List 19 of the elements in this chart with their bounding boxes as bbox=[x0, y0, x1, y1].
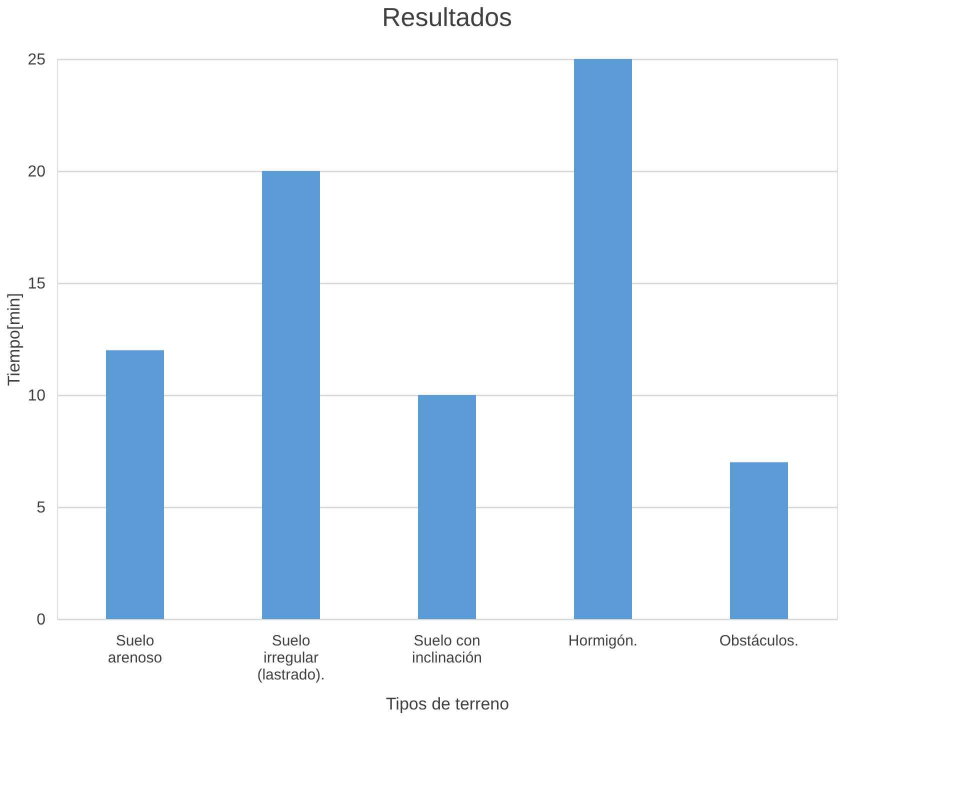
y-tick-label: 25 bbox=[28, 52, 46, 68]
bar bbox=[106, 350, 164, 619]
y-tick-label: 15 bbox=[28, 276, 46, 292]
y-tick-label: 20 bbox=[28, 164, 46, 180]
y-tick-label: 5 bbox=[36, 500, 46, 516]
chart-title: Resultados bbox=[382, 2, 512, 32]
x-tick-label: Suelo arenoso bbox=[108, 632, 162, 666]
x-tick-label: Obstáculos. bbox=[719, 632, 799, 650]
y-tick-label: 0 bbox=[36, 612, 46, 628]
y-tick-label: 10 bbox=[28, 388, 46, 404]
y-axis-title: Tiempo[min] bbox=[4, 293, 24, 386]
x-tick-label: Suelo irregular (lastrado). bbox=[257, 632, 325, 684]
x-tick-label: Suelo con inclinación bbox=[412, 632, 482, 666]
bar bbox=[730, 462, 788, 619]
bar bbox=[574, 59, 632, 619]
x-axis-title: Tipos de terreno bbox=[386, 694, 510, 714]
bar bbox=[418, 395, 476, 619]
x-tick-label: Hormigón. bbox=[568, 632, 638, 650]
bar bbox=[262, 171, 320, 619]
